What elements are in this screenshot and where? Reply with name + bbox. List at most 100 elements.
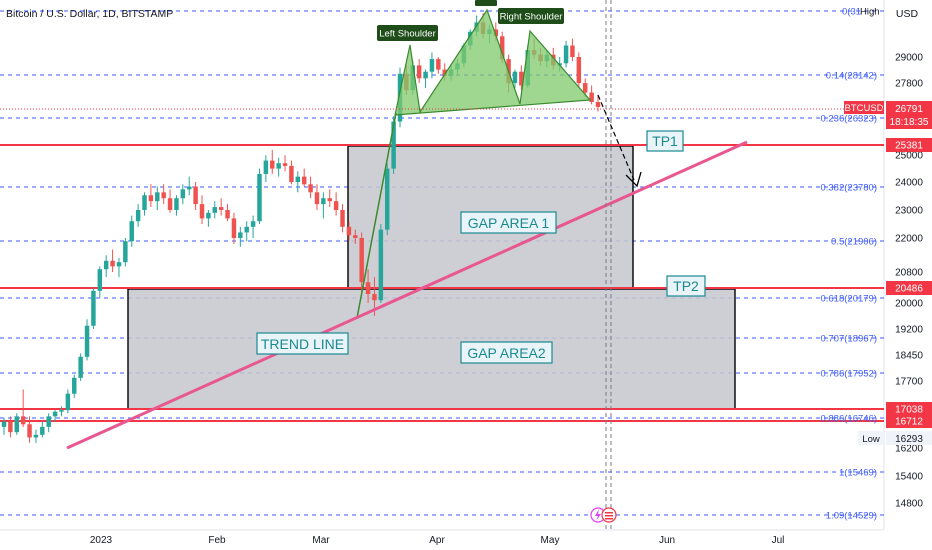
time-tick-label: Apr [429,535,445,546]
candle-body [244,226,249,233]
time-tick-label: Mar [312,535,330,546]
gap-area-2-label[interactable]: GAP AREA2 [460,341,553,364]
candle-body [123,241,128,263]
time-tick-label: Jul [772,535,785,546]
price-tick-label: 18450 [895,351,923,362]
price-tick-label: 29000 [895,53,923,64]
fib-label: 0.236(26323) [820,114,877,125]
candle-body [78,356,83,378]
gap-area-2-text: GAP AREA2 [467,345,546,361]
candle-body [238,232,243,238]
trend-line-text: TREND LINE [261,336,344,352]
candle-body [142,195,147,210]
level-badge-value: 20486 [895,284,923,295]
head-and-shoulders-pattern[interactable] [394,8,592,116]
candle-body [308,184,313,193]
candle-body [14,416,20,433]
tp1-label[interactable]: TP1 [646,130,684,152]
fib-label: 1(15469) [839,468,877,479]
left-shoulder-text: Left Shoulder [379,29,436,40]
candle-body [263,160,269,174]
trend-line-label[interactable]: TREND LINE [256,332,349,355]
candle-body [423,71,428,79]
fib-label: 0(31 [842,7,861,18]
candle-body [353,235,358,238]
candle-body [116,262,122,267]
candle-countdown: 18:18:35 [890,117,929,128]
tp1-text: TP1 [652,133,678,149]
candle-body [155,192,160,202]
candle-body [250,221,256,227]
candle-body [589,92,594,102]
candle-body [212,207,218,213]
fib-label: 1.09(14529) [826,511,877,522]
candle-body [372,294,377,301]
level-badge [886,138,932,152]
annotations: Left Shoulder Right Shoulder TP1 TP2 GAP… [256,0,706,364]
time-tick-label: Jun [659,535,675,546]
symbol-title: Bitcoin / U.S. Dollar, 1D, BITSTAMP [6,8,173,20]
candle-body [582,83,588,93]
candle-body [570,45,575,57]
candle-body [193,186,198,205]
price-tick-label: 14800 [895,499,923,510]
fib-label: 0.786(17952) [820,369,877,380]
candle-body [59,410,64,412]
candle-body [391,121,396,169]
candle-body [97,269,103,291]
candle-body [231,218,237,238]
candle-body [148,195,154,202]
candle-body [340,210,345,227]
level-badge-value: 16712 [895,417,923,428]
price-tick-label: 22000 [895,234,923,245]
candle-body [365,282,371,295]
time-tick-label: 2023 [90,535,113,546]
price-tick-label: 24000 [895,178,923,189]
candle-body [359,238,364,283]
candle-body [167,198,173,210]
candle-body [218,207,224,210]
left-shoulder-label[interactable]: Left Shoulder [377,25,438,41]
candle-body [576,57,582,84]
candle-body [321,198,326,205]
candle-body [8,421,13,433]
pattern-entry-line [356,112,397,319]
candle-body [1,421,7,427]
candle-body [295,176,301,182]
candle-body [429,59,435,72]
candle-body [301,176,307,185]
chart-header: Bitcoin / U.S. Dollar, 1D, BITSTAMP USD [6,8,919,20]
price-axis[interactable]: 14800 15400 16200 17700 18450 19200 20000 20800… [895,53,923,510]
candle-body [129,221,134,242]
time-tick-label: Feb [208,535,226,546]
candle-body [20,416,26,425]
gap-area-2-box[interactable] [127,288,736,410]
time-axis[interactable]: 2023 Feb Mar Apr May Jun Jul [90,535,785,546]
trend-line[interactable] [66,140,748,450]
candle-body [52,411,58,417]
price-tick-label: 16200 [895,444,923,455]
gap-area-1-label[interactable]: GAP AREA 1 [460,211,557,234]
right-shoulder-text: Right Shoulder [500,12,563,23]
level-badge-value: 17038 [895,405,923,416]
candle-body [257,173,262,222]
candle-body [65,393,71,411]
candle-body [206,212,211,219]
candle-body [519,71,524,86]
right-shoulder-label[interactable]: Right Shoulder [498,8,564,24]
fib-label: 0.886(16746) [820,414,877,425]
candle-body [84,325,90,357]
candle-body [327,198,332,202]
candle-body [595,101,601,107]
fib-label: 0.382(23780) [820,183,877,194]
price-tick-label: 27800 [895,79,923,90]
currency-label[interactable]: USD [896,8,919,20]
price-tick-label: 23000 [895,206,923,217]
tp2-label[interactable]: TP2 [666,275,706,297]
candle-body [135,210,141,222]
event-markers[interactable] [590,507,617,523]
fib-label: 0.707(18967) [820,334,877,345]
tp2-text: TP2 [673,278,699,294]
candle-body [416,65,422,79]
